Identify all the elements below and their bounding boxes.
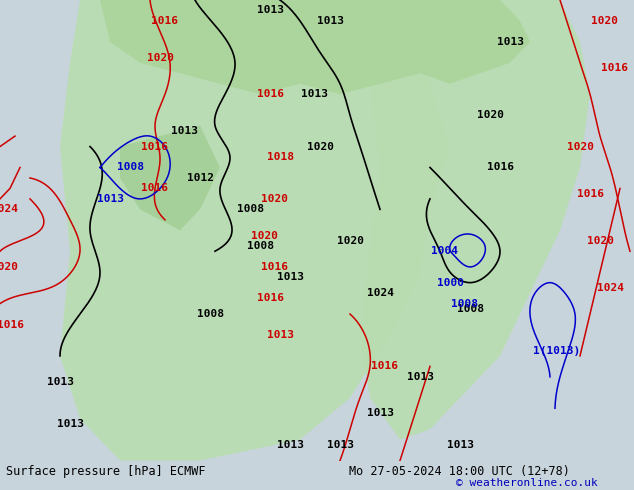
Text: 1013: 1013 <box>266 330 294 340</box>
Text: 1016: 1016 <box>261 262 288 272</box>
Text: 1008: 1008 <box>197 309 224 319</box>
Polygon shape <box>60 0 450 461</box>
Text: 1013: 1013 <box>406 372 434 382</box>
Text: 1016: 1016 <box>0 319 23 329</box>
Text: 1013: 1013 <box>276 440 304 450</box>
Text: 1020: 1020 <box>306 142 333 151</box>
Text: 1018: 1018 <box>266 152 294 162</box>
Text: 1024: 1024 <box>366 288 394 298</box>
Text: 1016: 1016 <box>257 294 283 303</box>
Text: 1013: 1013 <box>172 126 198 136</box>
Text: 1012: 1012 <box>186 173 214 183</box>
Text: 1020: 1020 <box>567 142 593 151</box>
Text: 1013: 1013 <box>276 272 304 282</box>
Polygon shape <box>120 125 220 230</box>
Text: 1013: 1013 <box>302 89 328 99</box>
Text: 1008: 1008 <box>247 241 273 251</box>
Text: 1020: 1020 <box>252 230 278 241</box>
Text: 1020: 1020 <box>261 194 288 204</box>
Text: 1024: 1024 <box>597 283 623 293</box>
Text: 1008: 1008 <box>236 204 264 214</box>
Text: 1016: 1016 <box>486 163 514 172</box>
Text: 1013: 1013 <box>316 16 344 26</box>
Text: 1016: 1016 <box>576 189 604 198</box>
Text: 1020: 1020 <box>592 16 619 26</box>
Text: 1013: 1013 <box>446 440 474 450</box>
Text: 1013: 1013 <box>56 419 84 429</box>
Text: 1013: 1013 <box>46 377 74 387</box>
Text: 1016: 1016 <box>141 183 169 194</box>
Text: 1013: 1013 <box>496 37 524 47</box>
Polygon shape <box>360 0 590 440</box>
Text: 1008: 1008 <box>456 304 484 314</box>
Text: 1013: 1013 <box>96 194 124 204</box>
Text: 1020: 1020 <box>0 262 18 272</box>
Text: 1024: 1024 <box>0 204 18 214</box>
Text: 1008: 1008 <box>451 298 479 309</box>
Text: 1016: 1016 <box>372 362 399 371</box>
Text: Surface pressure [hPa] ECMWF: Surface pressure [hPa] ECMWF <box>6 465 206 478</box>
Text: 1008: 1008 <box>117 163 143 172</box>
Text: 1016: 1016 <box>152 16 179 26</box>
Text: 1020: 1020 <box>337 236 363 246</box>
Text: 1016: 1016 <box>141 142 169 151</box>
Text: 1020: 1020 <box>586 236 614 246</box>
Text: 1016: 1016 <box>257 89 283 99</box>
Text: 1000: 1000 <box>436 278 463 288</box>
Text: 1(1013): 1(1013) <box>533 345 581 356</box>
Text: 1013: 1013 <box>366 409 394 418</box>
Text: 1013: 1013 <box>327 440 354 450</box>
Text: © weatheronline.co.uk: © weatheronline.co.uk <box>456 478 598 488</box>
Text: 1020: 1020 <box>146 52 174 63</box>
Text: 1013: 1013 <box>257 5 283 16</box>
Text: 1016: 1016 <box>602 63 628 73</box>
Text: 1020: 1020 <box>477 110 503 120</box>
Text: Mo 27-05-2024 18:00 UTC (12+78): Mo 27-05-2024 18:00 UTC (12+78) <box>349 465 569 478</box>
Text: 1004: 1004 <box>432 246 458 256</box>
Polygon shape <box>100 0 530 94</box>
